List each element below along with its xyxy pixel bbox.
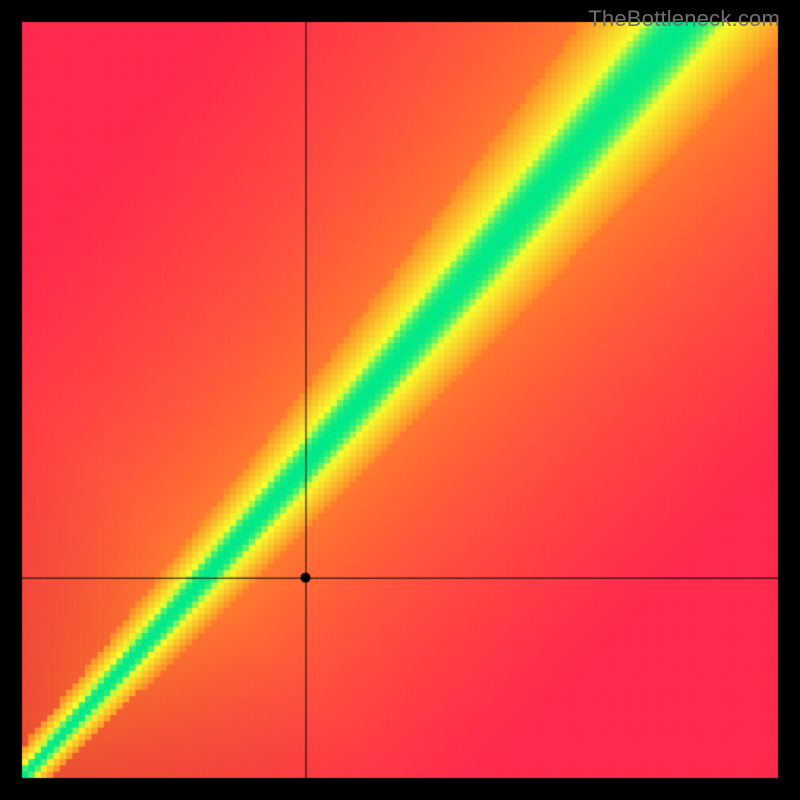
chart-container: TheBottleneck.com (0, 0, 800, 800)
watermark-text: TheBottleneck.com (588, 6, 780, 32)
heatmap-canvas (0, 0, 800, 800)
